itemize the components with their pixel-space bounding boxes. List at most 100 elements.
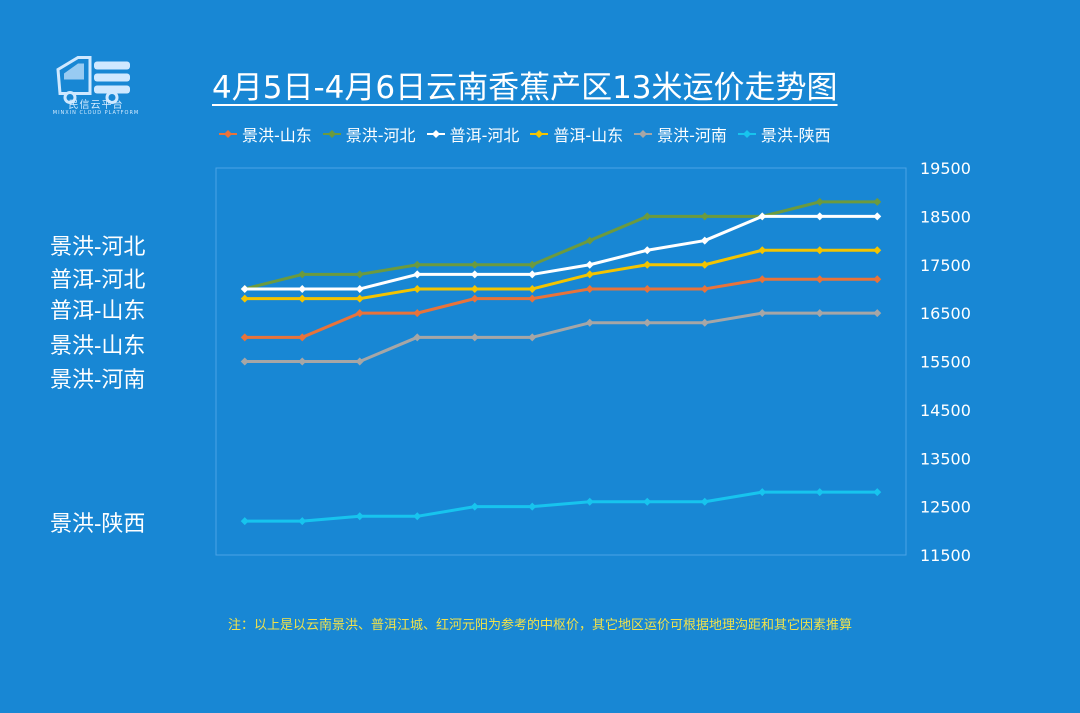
legend-item: 景洪-山东 [218, 122, 312, 146]
data-point [355, 294, 364, 303]
data-point [413, 512, 422, 521]
data-point [643, 318, 652, 327]
data-point [528, 294, 537, 303]
legend-label: 景洪-山东 [242, 126, 312, 145]
data-point [528, 270, 537, 279]
data-point [298, 270, 307, 279]
data-point [585, 236, 594, 245]
data-point [470, 284, 479, 293]
legend-label: 普洱-山东 [553, 126, 624, 145]
data-point [470, 260, 479, 269]
legend-item: 普洱-山东 [529, 122, 623, 146]
side-label-puer-hebei: 普洱-河北 [50, 268, 146, 293]
side-label-puer-shandong: 普洱-山东 [50, 299, 146, 324]
data-point [700, 212, 709, 221]
data-point [758, 275, 767, 284]
legend-item: 景洪-河南 [633, 122, 727, 146]
legend-swatch [737, 130, 756, 138]
data-point [298, 517, 307, 526]
chart-legend: 景洪-山东 景洪-河北 普洱-河北 普洱-山东 景洪-河南 景洪-陕西 [218, 122, 938, 146]
data-point [585, 284, 594, 293]
legend-swatch [530, 130, 549, 138]
footnote: 注：以上是以云南景洪、普洱江城、红河元阳为参考的中枢价，其它地区运价可根据地理沟… [227, 618, 852, 633]
data-point [240, 284, 249, 293]
data-point [700, 318, 709, 327]
data-point [758, 246, 767, 255]
legend-item: 景洪-河北 [322, 122, 416, 146]
data-point [413, 270, 422, 279]
legend-label: 景洪-河北 [345, 126, 416, 145]
logo-name: 民信云平台 [68, 100, 124, 111]
data-point [355, 357, 364, 366]
data-point [643, 497, 652, 506]
data-point [700, 260, 709, 269]
data-point [815, 488, 824, 497]
data-point [470, 270, 479, 279]
data-point [528, 333, 537, 342]
data-point [470, 502, 479, 511]
data-point [873, 212, 882, 221]
side-label-jinghong-shaanxi: 景洪-陕西 [50, 512, 146, 537]
y-tick-label: 17500 [920, 256, 971, 275]
data-point [758, 488, 767, 497]
data-point [758, 309, 767, 318]
data-point [873, 246, 882, 255]
legend-item: 景洪-陕西 [737, 122, 831, 146]
data-point [298, 333, 307, 342]
data-point [643, 212, 652, 221]
data-point [413, 333, 422, 342]
data-point [470, 333, 479, 342]
data-point [815, 309, 824, 318]
plot-area-border [215, 167, 907, 556]
data-point [815, 212, 824, 221]
data-point [298, 357, 307, 366]
side-label-jinghong-shandong: 景洪-山东 [50, 334, 146, 359]
data-point [355, 512, 364, 521]
y-tick-label: 13500 [920, 449, 971, 468]
data-point [298, 294, 307, 303]
data-point [873, 197, 882, 206]
data-point [240, 357, 249, 366]
data-point [355, 270, 364, 279]
data-point [470, 294, 479, 303]
y-tick-label: 19500 [920, 159, 971, 178]
data-point [873, 309, 882, 318]
y-tick-label: 16500 [920, 304, 971, 323]
data-point [758, 212, 767, 221]
data-point [585, 270, 594, 279]
y-tick-label: 12500 [920, 498, 971, 517]
data-point [700, 284, 709, 293]
data-point [873, 488, 882, 497]
series-line-4 [244, 311, 878, 363]
data-point [815, 197, 824, 206]
legend-label: 普洱-河北 [449, 126, 520, 145]
series-line-5 [244, 490, 878, 523]
data-point [643, 260, 652, 269]
series-line-1 [244, 200, 878, 291]
series-line-2 [244, 214, 878, 291]
data-point [700, 236, 709, 245]
data-point [585, 497, 594, 506]
data-point [413, 309, 422, 318]
data-point [528, 284, 537, 293]
data-point [815, 246, 824, 255]
data-point [815, 275, 824, 284]
legend-swatch [634, 130, 653, 138]
y-tick-label: 18500 [920, 207, 971, 226]
data-point [355, 309, 364, 318]
data-point [298, 284, 307, 293]
data-point [700, 497, 709, 506]
data-point [413, 284, 422, 293]
logo-subtitle: MINXIN CLOUD PLATFORM [52, 110, 140, 116]
data-point [585, 260, 594, 269]
y-tick-label: 14500 [920, 401, 971, 420]
legend-label: 景洪-河南 [657, 126, 727, 145]
side-label-jinghong-hebei: 景洪-河北 [50, 235, 146, 260]
data-point [873, 275, 882, 284]
data-point [528, 502, 537, 511]
legend-swatch [322, 130, 341, 138]
data-point [355, 284, 364, 293]
data-point [240, 517, 249, 526]
brand-logo [56, 56, 130, 104]
y-tick-label: 11500 [920, 546, 971, 565]
